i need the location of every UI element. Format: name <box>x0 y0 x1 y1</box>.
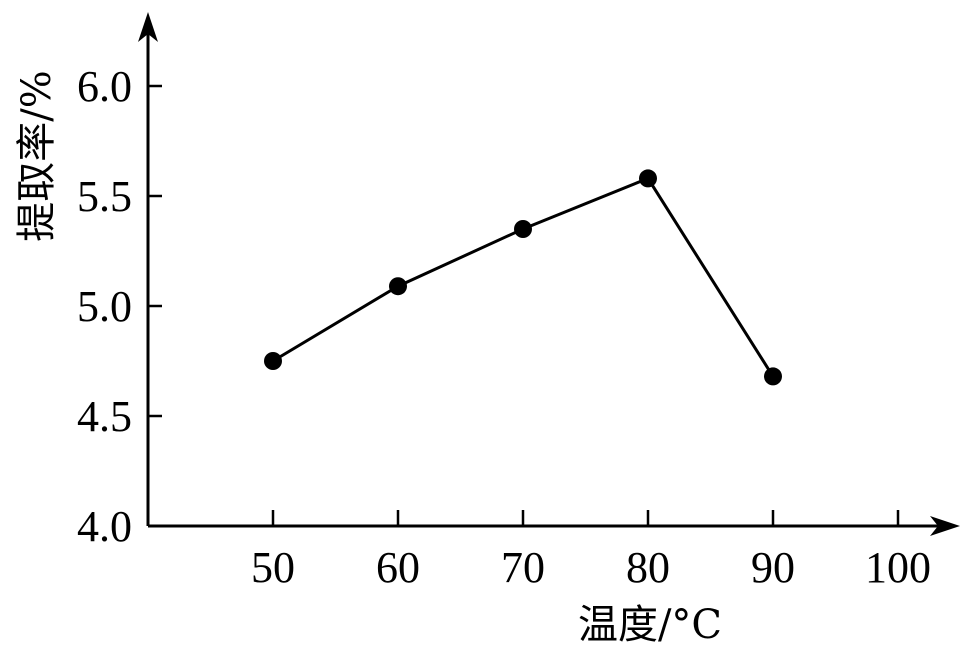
x-tick-label: 70 <box>501 543 545 592</box>
y-tick-label: 4.5 <box>77 392 132 441</box>
x-tick-label: 60 <box>376 543 420 592</box>
data-point <box>389 277 407 296</box>
x-tick-label: 80 <box>626 543 670 592</box>
y-axis-title: 提取率/% <box>14 70 60 241</box>
data-point <box>264 352 282 370</box>
y-tick-label: 5.5 <box>77 172 132 221</box>
y-tick-label: 5.0 <box>77 282 132 331</box>
y-tick-label: 4.0 <box>77 502 132 551</box>
y-tick-label: 6.0 <box>77 62 132 111</box>
ticks: 50 60 70 80 90 100 4.0 4.5 5.0 5.5 6.0 <box>77 62 931 592</box>
data-point <box>514 220 532 238</box>
axes <box>138 12 960 536</box>
x-tick-label: 90 <box>751 543 795 592</box>
x-tick-label: 50 <box>251 543 295 592</box>
series <box>264 169 782 386</box>
x-tick-label: 100 <box>865 543 931 592</box>
x-axis-arrow <box>930 516 960 536</box>
series-line <box>272 176 775 378</box>
data-point <box>639 169 657 188</box>
data-point <box>764 367 782 386</box>
y-axis-arrow <box>138 12 158 42</box>
x-axis-title: 温度/°C <box>578 602 722 648</box>
